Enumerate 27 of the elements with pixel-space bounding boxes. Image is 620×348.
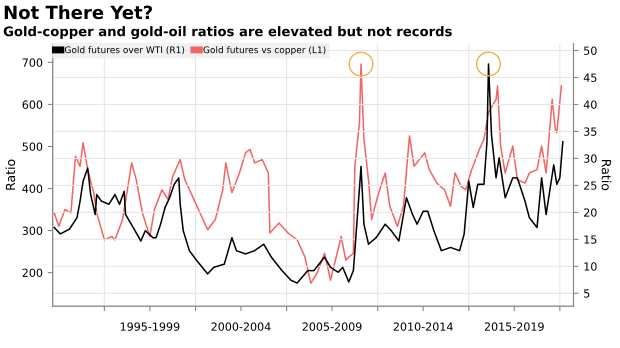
x-tick-label: 1995-1999 (120, 322, 180, 331)
x-tick-label: 2005-2009 (302, 322, 362, 331)
y2-tick-label: 50 (584, 46, 597, 55)
x-tick-label: 2000-2004 (211, 322, 271, 331)
chart-subtitle: Gold-copper and gold-oil ratios are elevated but not records (4, 26, 452, 39)
y-tick-label: 500 (22, 142, 42, 151)
y2-tick-label: 5 (584, 289, 590, 298)
y2-tick-label: 25 (584, 181, 596, 190)
y2-tick-label: 20 (584, 208, 597, 217)
y2-tick-label: 10 (584, 262, 597, 271)
y2-tick-label: 45 (584, 74, 596, 82)
y-tick-label: 300 (22, 226, 42, 235)
y2-tick-label: 40 (584, 100, 597, 109)
y2-tick-label: 15 (584, 235, 596, 244)
y-tick-label: 400 (22, 184, 42, 193)
chart-title: Not There Yet? (4, 5, 152, 20)
x-tick-label: 2010-2014 (394, 322, 453, 331)
y-tick-label: 600 (22, 100, 42, 109)
y2-axis-title: Ratio (602, 160, 612, 190)
y2-tick-label: 35 (584, 127, 596, 136)
y-tick-label: 200 (22, 268, 42, 277)
legend-label: Gold futures over WTI (R1) (64, 46, 184, 54)
x-tick-label: 2015-2019 (484, 322, 544, 331)
legend-label: Gold futures vs copper (L1) (203, 46, 326, 55)
y2-tick-label: 30 (584, 154, 597, 163)
y-axis-title: Ratio (6, 160, 16, 190)
y-tick-label: 700 (22, 58, 42, 67)
